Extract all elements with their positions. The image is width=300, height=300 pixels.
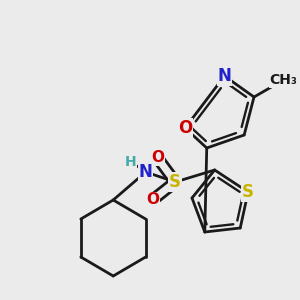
Text: O: O [146, 193, 159, 208]
Text: O: O [151, 151, 164, 166]
Text: O: O [178, 119, 192, 137]
Text: H: H [125, 155, 137, 169]
Text: CH₃: CH₃ [270, 73, 298, 87]
Text: N: N [139, 163, 153, 181]
Text: S: S [169, 173, 181, 191]
Text: S: S [242, 183, 254, 201]
Text: N: N [218, 67, 231, 85]
